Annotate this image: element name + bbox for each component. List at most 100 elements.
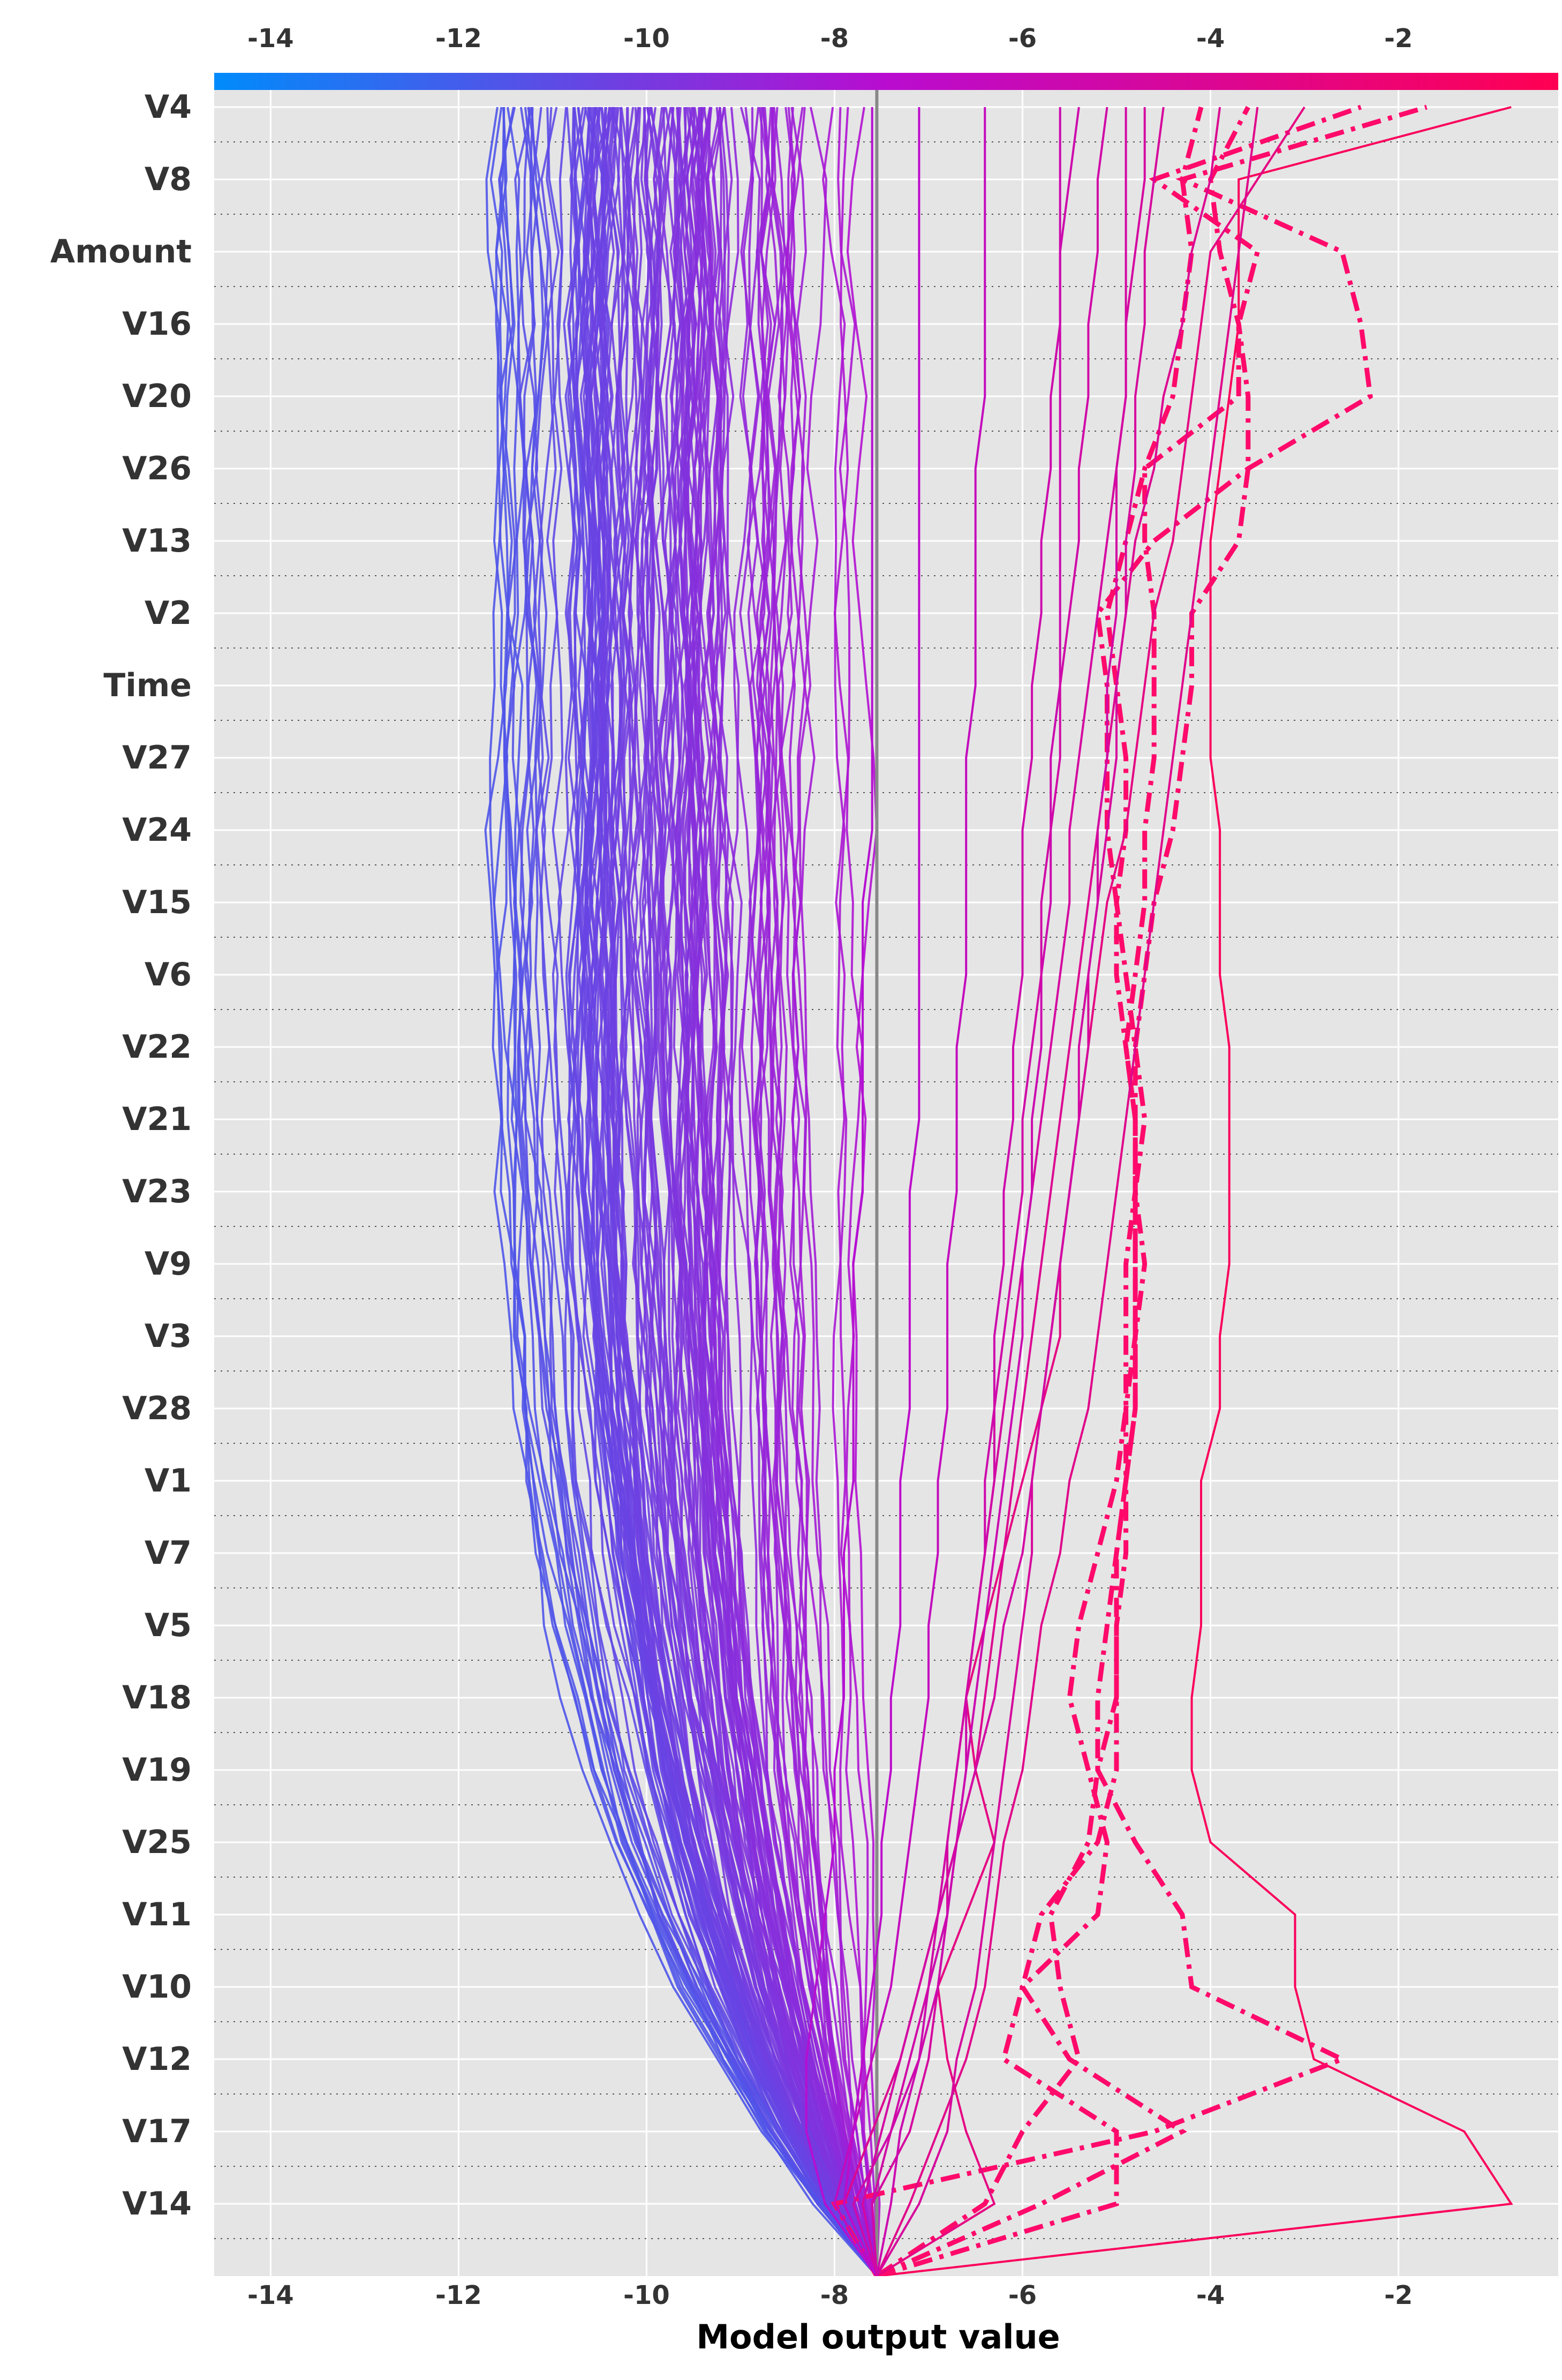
feature-label: V2 xyxy=(145,594,192,632)
top-tick-label: -6 xyxy=(1008,24,1037,54)
x-tick-label: -14 xyxy=(247,2280,294,2310)
background-sample-line xyxy=(718,107,878,2276)
background-sample-line xyxy=(485,107,878,2276)
sample-line xyxy=(876,107,1061,2276)
feature-label: V22 xyxy=(122,1028,192,1066)
top-tick-label: -14 xyxy=(247,24,294,54)
background-sample-line xyxy=(690,107,878,2276)
sample-line xyxy=(877,106,1513,2276)
feature-label: V23 xyxy=(122,1173,192,1210)
background-sample-line xyxy=(703,107,878,2276)
background-sample-line xyxy=(749,107,878,2276)
x-tick-label: -4 xyxy=(1196,2280,1225,2310)
feature-label: V9 xyxy=(145,1245,192,1283)
background-sample-line xyxy=(760,107,878,2276)
background-sample-line xyxy=(699,107,878,2276)
background-sample-line xyxy=(577,107,878,2276)
background-sample-line xyxy=(489,107,878,2276)
feature-label: V19 xyxy=(122,1751,192,1789)
background-sample-line xyxy=(683,107,878,2276)
feature-label: V13 xyxy=(122,522,192,560)
x-axis-title: Model output value xyxy=(696,2317,1060,2356)
feature-labels: V4 V8 Amount V16 V20 V26 V13 V2 Time V27 V24 V15 V6 V… xyxy=(50,88,192,2223)
feature-label: Amount xyxy=(50,233,192,270)
background-sample-line xyxy=(590,107,878,2276)
bottom-axis-ticks: -14 -12 -10 -8 -6 -4 -2 xyxy=(247,2280,1413,2310)
feature-label: V14 xyxy=(122,2185,192,2223)
background-sample-line xyxy=(778,107,878,2276)
background-sample-line xyxy=(833,107,878,2276)
top-tick-label: -4 xyxy=(1196,24,1225,54)
top-axis-ticks: -14 -12 -10 -8 -6 -4 -2 xyxy=(247,24,1413,54)
background-sample-line xyxy=(563,107,878,2276)
feature-label: V12 xyxy=(122,2040,192,2078)
background-sample-line xyxy=(540,107,878,2276)
background-sample-line xyxy=(694,107,878,2276)
background-sample-line xyxy=(786,107,878,2276)
sample-line xyxy=(875,106,1204,2276)
background-sample-line xyxy=(583,107,878,2276)
feature-label: V1 xyxy=(145,1462,192,1500)
feature-label: V5 xyxy=(145,1607,192,1644)
background-sample-line xyxy=(645,107,878,2276)
feature-label: V7 xyxy=(145,1534,192,1572)
feature-label: V8 xyxy=(145,161,192,198)
feature-label: Time xyxy=(103,667,192,704)
feature-label: V4 xyxy=(145,88,192,126)
background-sample-line xyxy=(769,107,878,2276)
background-sample-line xyxy=(678,107,878,2276)
background-sample-line xyxy=(622,107,878,2276)
sample-line xyxy=(805,107,878,2276)
background-sample-line xyxy=(835,107,878,2276)
background-sample-line xyxy=(587,107,878,2276)
x-tick-label: -8 xyxy=(820,2280,849,2310)
background-sample-line xyxy=(511,107,878,2276)
top-tick-label: -8 xyxy=(820,24,849,54)
feature-label: V20 xyxy=(122,378,192,415)
background-sample-line xyxy=(564,107,878,2276)
background-sample-line xyxy=(532,107,878,2276)
feature-label: V11 xyxy=(122,1896,192,1933)
background-sample-line xyxy=(822,107,878,2276)
background-sample-line xyxy=(567,107,878,2276)
feature-label: V27 xyxy=(122,739,192,777)
background-sample-line xyxy=(672,107,878,2276)
background-sample-line xyxy=(753,107,878,2276)
sample-line xyxy=(876,107,1259,2276)
background-sample-line xyxy=(706,107,878,2276)
plot-area-background xyxy=(214,86,1558,2276)
feature-label: V3 xyxy=(145,1317,192,1355)
sample-line xyxy=(862,107,1127,2276)
sample-line xyxy=(842,107,920,2276)
feature-label: V6 xyxy=(145,956,192,993)
highlighted-sample-lines xyxy=(805,104,1513,2276)
top-tick-label: -10 xyxy=(623,24,670,54)
top-tick-label: -12 xyxy=(435,24,482,54)
feature-label: V28 xyxy=(122,1390,192,1427)
feature-label: V25 xyxy=(122,1824,192,1861)
background-sample-line xyxy=(625,107,878,2276)
feature-label: V16 xyxy=(122,305,192,343)
background-sample-line xyxy=(600,107,878,2276)
feature-label: V17 xyxy=(122,2113,192,2150)
background-sample-line xyxy=(517,107,878,2276)
background-sample-line xyxy=(685,107,878,2276)
background-sample-line xyxy=(747,107,878,2276)
background-sample-line xyxy=(579,107,878,2276)
horizontal-gridlines xyxy=(214,106,1558,2239)
feature-label: V10 xyxy=(122,1968,192,2006)
feature-label: V26 xyxy=(122,450,192,487)
x-tick-label: -10 xyxy=(623,2280,670,2310)
background-sample-line xyxy=(665,107,878,2276)
sample-line xyxy=(831,104,1428,2276)
top-tick-label: -2 xyxy=(1384,24,1413,54)
colorbar xyxy=(214,73,1558,90)
x-tick-label: -6 xyxy=(1008,2280,1037,2310)
background-sample-line xyxy=(628,107,878,2276)
background-sample-line xyxy=(495,107,878,2276)
feature-label: V21 xyxy=(122,1101,192,1138)
feature-label: V24 xyxy=(122,811,192,849)
background-sample-line xyxy=(632,107,878,2276)
feature-label: V15 xyxy=(122,884,192,921)
